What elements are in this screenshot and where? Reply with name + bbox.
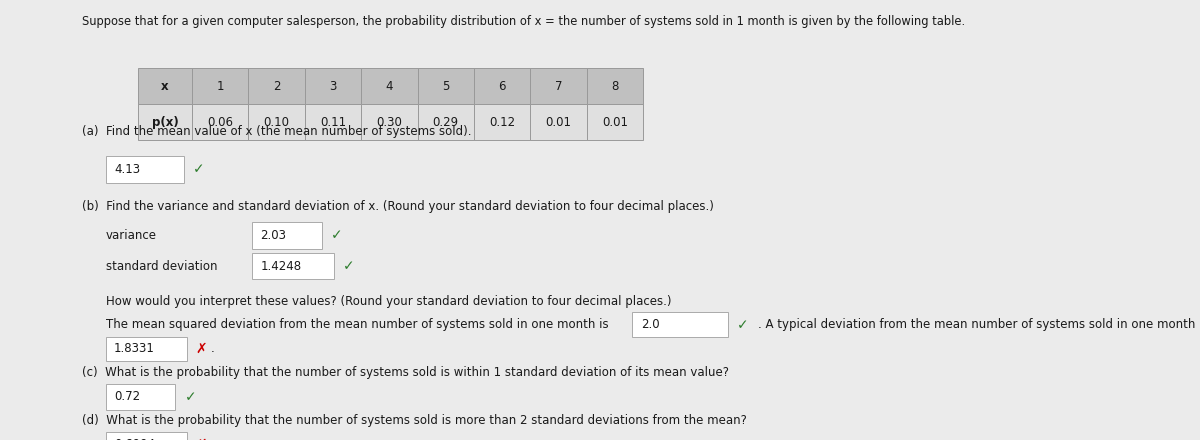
Text: ✓: ✓: [193, 162, 205, 176]
Text: 4: 4: [385, 80, 394, 93]
Text: How would you interpret these values? (Round your standard deviation to four dec: How would you interpret these values? (R…: [106, 295, 671, 308]
Text: (a)  Find the mean value of x (the mean number of systems sold).: (a) Find the mean value of x (the mean n…: [82, 125, 472, 139]
Text: 0.30: 0.30: [377, 116, 402, 129]
Text: 0.06: 0.06: [208, 116, 233, 129]
Text: The mean squared deviation from the mean number of systems sold in one month is: The mean squared deviation from the mean…: [106, 318, 608, 331]
Text: 2.0: 2.0: [641, 318, 660, 331]
Text: (d)  What is the probability that the number of systems sold is more than 2 stan: (d) What is the probability that the num…: [82, 414, 746, 428]
Text: 6: 6: [498, 80, 506, 93]
Text: 0.01: 0.01: [546, 116, 571, 129]
Text: 0.72: 0.72: [114, 390, 140, 403]
Text: 0.6994: 0.6994: [114, 438, 155, 440]
Text: 2.03: 2.03: [260, 229, 287, 242]
Text: 0.29: 0.29: [433, 116, 458, 129]
Text: ✓: ✓: [331, 228, 343, 242]
Text: 0.11: 0.11: [320, 116, 346, 129]
Text: 1.8331: 1.8331: [114, 342, 155, 356]
Text: 3: 3: [329, 80, 337, 93]
Text: ✗: ✗: [196, 342, 208, 356]
Text: standard deviation: standard deviation: [106, 260, 217, 273]
Text: 7: 7: [554, 80, 563, 93]
Text: .: .: [211, 342, 215, 356]
Text: 0.12: 0.12: [490, 116, 515, 129]
Text: ✓: ✓: [185, 390, 197, 404]
Text: 0.01: 0.01: [602, 116, 628, 129]
Text: ✗: ✗: [196, 437, 208, 440]
Text: 4.13: 4.13: [114, 163, 140, 176]
Text: (b)  Find the variance and standard deviation of x. (Round your standard deviati: (b) Find the variance and standard devia…: [82, 200, 714, 213]
Text: ✓: ✓: [737, 318, 749, 332]
Text: x: x: [161, 80, 169, 93]
Text: 2: 2: [272, 80, 281, 93]
Text: variance: variance: [106, 229, 156, 242]
Text: Suppose that for a given computer salesperson, the probability distribution of x: Suppose that for a given computer salesp…: [82, 15, 965, 29]
Text: 1: 1: [216, 80, 224, 93]
Text: 8: 8: [611, 80, 619, 93]
Text: p(x): p(x): [151, 116, 179, 129]
Text: 1.4248: 1.4248: [260, 260, 301, 273]
Text: 5: 5: [442, 80, 450, 93]
Text: . A typical deviation from the mean number of systems sold in one month is: . A typical deviation from the mean numb…: [758, 318, 1200, 331]
Text: (c)  What is the probability that the number of systems sold is within 1 standar: (c) What is the probability that the num…: [82, 366, 728, 379]
Text: ✓: ✓: [343, 259, 355, 273]
Text: 0.10: 0.10: [264, 116, 289, 129]
